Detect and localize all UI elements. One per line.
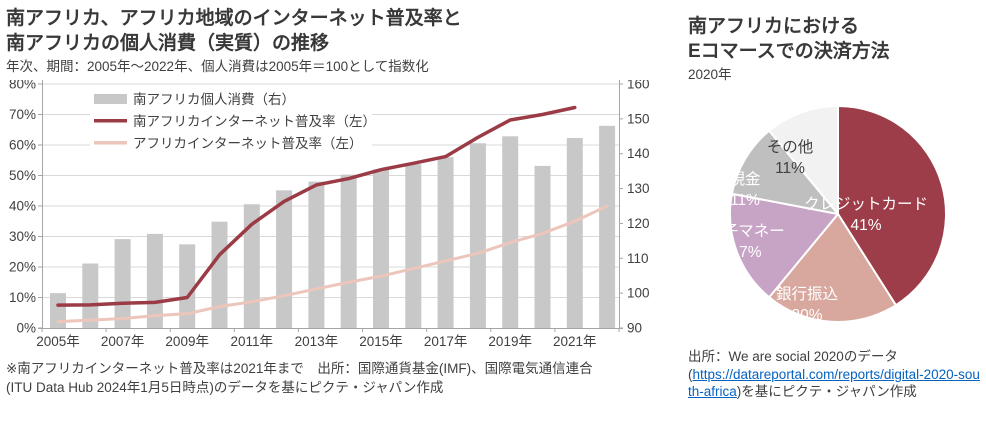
- pie-chart-title-line2: Eコマースでの決済方法: [688, 41, 890, 62]
- pie-value-e-money: 17%: [730, 244, 761, 261]
- left-axis-label-60: 60%: [9, 138, 36, 153]
- pie-chart-title: 南アフリカにおける Eコマースでの決済方法: [688, 14, 982, 64]
- pie-slice-e-money: [729, 192, 839, 299]
- x-axis-label-2009: 2009年: [165, 334, 209, 349]
- legend-label-1: 南アフリカインターネット普及率（左）: [133, 113, 376, 129]
- source-link-block: (https://datareportal.com/reports/digita…: [688, 366, 982, 401]
- pie-chart-subtitle: 2020年: [688, 67, 732, 82]
- sa-internet-line: [56, 105, 577, 307]
- ecommerce-payment-panel: 南アフリカにおける Eコマースでの決済方法 2020年 クレジットカード 41% 銀…: [688, 14, 982, 401]
- pie-label-other: その他: [767, 138, 814, 156]
- pie-chart-source: 出所：We are social 2020のデータ (https://datar…: [688, 348, 982, 401]
- legend-swatch-0: [94, 94, 127, 104]
- left-axis-label-50: 50%: [9, 168, 36, 183]
- x-axis-label-2005: 2005年: [36, 334, 80, 349]
- footnote-line1: ※南アフリカインターネット普及率は2021年まで 出所：国際通貨基金(IMF)、…: [6, 361, 593, 376]
- x-axis-label-2015: 2015年: [359, 334, 403, 349]
- right-axis-label-160: 160: [627, 80, 650, 92]
- consumption-bar-2013: [308, 181, 325, 328]
- right-axis-label-120: 120: [627, 216, 650, 231]
- pie-chart-title-line1: 南アフリカにおける: [688, 16, 860, 37]
- legend-label-0: 南アフリカ個人消費（右）: [133, 92, 295, 107]
- left-axis-label-20: 20%: [9, 260, 36, 275]
- consumption-bar-2012: [276, 190, 293, 328]
- legend-label-2: アフリカインターネット普及率（左）: [133, 135, 363, 151]
- left-axis-label-80: 80%: [9, 80, 36, 92]
- source-paren-open: (: [688, 366, 693, 382]
- consumption-bar-2005: [50, 293, 66, 328]
- consumption-bar-2017: [437, 157, 454, 328]
- legend-swatch-1: [94, 119, 127, 123]
- x-axis-label-2013: 2013年: [295, 334, 339, 349]
- x-axis-label-2007: 2007年: [101, 334, 145, 349]
- right-axis-label-140: 140: [627, 146, 650, 161]
- consumption-bar-2018: [469, 143, 486, 328]
- x-axis-label-2017: 2017年: [424, 334, 468, 349]
- consumption-bar-2015: [373, 169, 389, 328]
- legend-background: [90, 88, 372, 150]
- left-chart-title-line1: 南アフリカ、アフリカ地域のインターネット普及率と: [6, 8, 462, 29]
- pie-label-e-money: 電子マネー: [707, 222, 785, 240]
- consumption-bar-2008: [146, 233, 163, 328]
- consumption-bar-2016: [405, 164, 422, 328]
- left-axis-label-30: 30%: [9, 229, 36, 244]
- x-axis-label-2011: 2011年: [231, 334, 274, 349]
- legend-swatch-2: [94, 141, 127, 145]
- right-axis-label-90: 90: [627, 321, 642, 336]
- consumption-bar-2011: [243, 204, 260, 328]
- pie-label-credit-card: クレジットカード: [804, 195, 928, 213]
- consumption-bar-2010: [211, 221, 228, 328]
- left-axis-label-10: 10%: [9, 290, 36, 305]
- pie-value-cash: 11%: [730, 192, 760, 209]
- internet-consumption-chart-panel: 南アフリカ、アフリカ地域のインターネット普及率と 南アフリカの個人消費（実質）の…: [6, 6, 674, 397]
- consumption-bar-2019: [502, 136, 519, 328]
- consumption-bar-2021: [566, 138, 583, 328]
- source-prefix: 出所：We are social 2020のデータ: [688, 349, 898, 364]
- pie-value-bank-transfer: 20%: [791, 307, 822, 324]
- left-chart-title-line2: 南アフリカの個人消費（実質）の推移: [6, 33, 330, 54]
- left-axis-label-70: 70%: [9, 107, 36, 122]
- x-axis-label-2019: 2019年: [488, 334, 532, 349]
- consumption-bar-2014: [340, 174, 357, 328]
- left-axis-label-40: 40%: [9, 199, 36, 214]
- right-axis-label-130: 130: [627, 181, 650, 196]
- pie-label-bank-transfer: 銀行振込: [776, 285, 838, 303]
- africa-internet-line: [56, 204, 609, 324]
- pie-slice-bank-transfer: [768, 213, 897, 323]
- consumption-bar-2006: [82, 263, 99, 328]
- pie-value-other: 11%: [775, 160, 805, 177]
- consumption-bar-2007: [114, 239, 131, 328]
- footnote-line2: (ITU Data Hub 2024年1月5日時点)のデータを基にピクテ・ジャパ…: [6, 380, 444, 395]
- pie-label-cash: 現金: [729, 170, 761, 188]
- combo-chart-svg: 0% 10% 20% 30% 40% 50% 60% 70% 80% 90 100 110 120 130…: [9, 80, 650, 349]
- left-chart-footnote: ※南アフリカインターネット普及率は2021年まで 出所：国際通貨基金(IMF)、…: [6, 359, 674, 397]
- source-link[interactable]: https://datareportal.com/reports/digital…: [688, 366, 980, 400]
- pie-value-credit-card: 41%: [850, 217, 881, 234]
- left-chart-subtitle: 年次、期間：2005年～2022年、個人消費は2005年＝100として指数化: [6, 59, 429, 74]
- pie-chart-svg: クレジットカード 41% 銀行振込 20% 電子マネー 17% 現金 11% その他 11%: [707, 105, 947, 324]
- pie-slice-cash: [730, 129, 839, 215]
- left-axis-label-0: 0%: [16, 321, 36, 336]
- right-axis-label-150: 150: [627, 111, 650, 126]
- source-suffix: )を基にピクテ・ジャパン作成: [736, 384, 917, 399]
- left-chart-title: 南アフリカ、アフリカ地域のインターネット普及率と 南アフリカの個人消費（実質）の…: [6, 6, 674, 56]
- right-axis-label-100: 100: [627, 286, 650, 301]
- right-axis-label-110: 110: [627, 251, 649, 266]
- x-axis-label-2021: 2021年: [553, 334, 597, 349]
- pie-slice-other: [768, 105, 839, 215]
- consumption-bar-2009: [179, 244, 196, 328]
- consumption-bar-2022: [599, 125, 616, 328]
- consumption-bar-2020: [534, 165, 551, 328]
